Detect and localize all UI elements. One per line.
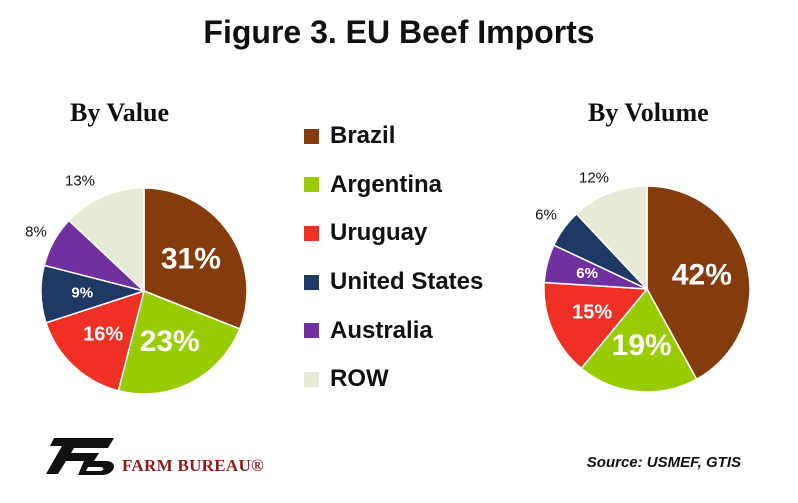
pie-slice-uruguay — [45, 289, 146, 392]
pie-slice-brazil — [646, 185, 751, 381]
legend-item: United States — [304, 258, 483, 307]
pie-title-volume: By Volume — [588, 98, 709, 127]
legend-label: Argentina — [330, 170, 443, 198]
legend-item: ROW — [304, 355, 483, 404]
legend-item: Argentina — [304, 161, 483, 210]
legend-swatch — [304, 177, 319, 193]
slice-label: 6% — [576, 265, 598, 282]
slice-label: 42% — [672, 258, 732, 291]
pie-title-value: By Value — [70, 98, 169, 127]
legend-swatch — [304, 225, 319, 241]
pie-slice-row — [67, 187, 145, 293]
pie-slice-row — [575, 185, 648, 291]
source-note: Source: USMEF, GTIS — [586, 454, 741, 471]
pie-slice-brazil — [143, 187, 248, 330]
slice-label: 31% — [161, 243, 221, 276]
slice-label: 9% — [71, 284, 93, 301]
pie-slice-argentina — [580, 287, 698, 393]
legend-label: ROW — [330, 365, 389, 393]
legend-item: Brazil — [304, 112, 483, 161]
legend-swatch — [304, 274, 319, 290]
legend-label: Uruguay — [330, 219, 428, 247]
farm-bureau-logo: FARM BUREAU® — [44, 434, 284, 482]
slice-label: 8% — [25, 224, 47, 241]
legend-swatch — [304, 128, 319, 144]
slice-label: 12% — [579, 170, 609, 187]
legend-item: Uruguay — [304, 209, 483, 258]
slice-label: 15% — [572, 302, 612, 324]
legend-label: United States — [330, 268, 484, 296]
slice-label: 6% — [535, 207, 557, 224]
slice-label: 19% — [612, 329, 672, 362]
slice-label: 16% — [83, 324, 123, 346]
pie-slice-uruguay — [543, 281, 649, 370]
slice-label: 13% — [65, 173, 95, 190]
legend-label: Australia — [330, 316, 433, 344]
legend-label: Brazil — [330, 122, 396, 150]
legend-item: Australia — [304, 306, 483, 355]
legend-swatch — [304, 323, 319, 339]
legend: Brazil Argentina Uruguay United States Austr… — [304, 112, 483, 404]
legend-swatch — [304, 371, 319, 387]
pie-slice-argentina — [117, 289, 241, 395]
figure-title: Figure 3. EU Beef Imports — [203, 14, 595, 50]
slice-label: 23% — [140, 325, 200, 358]
brand-name: FARM BUREAU® — [122, 456, 265, 475]
farm-bureau-mark-icon — [46, 438, 114, 475]
